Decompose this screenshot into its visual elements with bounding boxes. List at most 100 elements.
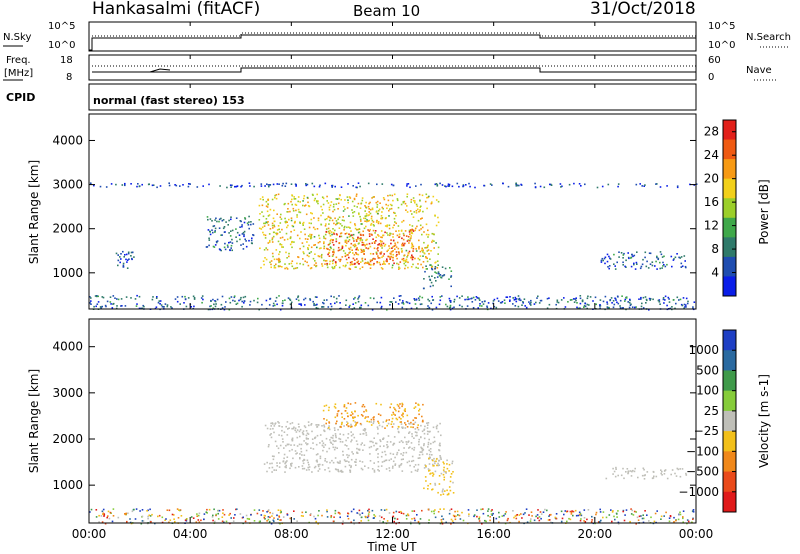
velocity-cell (572, 514, 574, 517)
velocity-cell (362, 429, 365, 431)
power-cell (316, 228, 319, 230)
velocity-cell (446, 459, 448, 462)
velocity-cell (580, 518, 582, 520)
velocity-cell (317, 523, 319, 525)
power-cell (680, 266, 683, 268)
power-cell (401, 251, 403, 253)
velocity-cell (351, 425, 353, 428)
velocity-cell (408, 447, 410, 449)
power-cell (375, 240, 377, 242)
velocity-cell (586, 518, 588, 521)
power-cell (290, 262, 293, 265)
power-cell (421, 226, 424, 229)
velocity-cell (217, 518, 220, 520)
power-cell (212, 231, 214, 234)
velocity-cell (687, 520, 690, 523)
velocity-cell (423, 444, 425, 447)
power-cell (359, 215, 361, 218)
velocity-cell (296, 520, 298, 522)
power-cell (313, 302, 315, 305)
velocity-cell (401, 470, 404, 472)
power-cell (357, 228, 359, 231)
power-cell (271, 238, 274, 241)
velocity-cell (437, 430, 440, 433)
power-cell (291, 194, 293, 196)
velocity-cell (424, 425, 426, 428)
power-cell (428, 195, 430, 198)
power-cell (259, 198, 262, 200)
power-cell (231, 184, 233, 187)
velocity-cell (373, 462, 375, 464)
power-cell (628, 257, 630, 260)
power-cell (395, 246, 398, 248)
velocity-cell (605, 477, 608, 480)
power-cell (354, 223, 356, 225)
power-cell (268, 241, 271, 243)
power-cell (414, 201, 416, 204)
power-cell (291, 198, 293, 201)
velocity-cell (329, 439, 331, 441)
power-cell (248, 239, 250, 242)
power-cell (431, 241, 433, 243)
power-cell (450, 285, 452, 288)
power-cell (678, 256, 680, 259)
power-cell (419, 295, 421, 298)
velocity-cell (334, 509, 337, 512)
power-cell (357, 260, 360, 262)
power-cell (629, 299, 631, 302)
power-cell (90, 300, 92, 302)
time-tick-label: 08:00 (274, 527, 309, 541)
velocity-colorbar-tick-label: 500 (696, 363, 719, 377)
power-cell (120, 253, 122, 255)
power-cell (371, 208, 374, 211)
power-cell (587, 295, 589, 298)
power-cell (576, 306, 578, 309)
velocity-cell (482, 508, 484, 510)
power-cell (663, 255, 665, 258)
velocity-cell (211, 516, 214, 518)
power-cell (435, 272, 438, 274)
velocity-cell (377, 420, 379, 423)
velocity-cell (430, 510, 433, 513)
velocity-cell (379, 440, 382, 443)
power-cell (348, 233, 350, 235)
velocity-cell (425, 466, 427, 468)
power-cell (275, 232, 277, 235)
power-cell (432, 299, 435, 301)
power-cell (171, 307, 173, 309)
power-cell (382, 242, 385, 245)
power-cell (392, 246, 394, 248)
velocity-cell (438, 483, 441, 485)
velocity-cell (308, 468, 310, 471)
power-cell (260, 228, 263, 230)
power-cell (479, 305, 481, 307)
beam-label: Beam 10 (353, 2, 420, 20)
velocity-cell (328, 425, 330, 427)
power-cell (328, 232, 331, 234)
power-cell (207, 229, 210, 231)
velocity-cell (103, 515, 105, 517)
power-cell (563, 297, 565, 299)
power-cell (523, 298, 526, 300)
velocity-cell (627, 470, 630, 472)
velocity-cell (440, 521, 443, 523)
velocity-cell (385, 459, 388, 461)
velocity-cell (445, 472, 447, 474)
power-cell (606, 303, 609, 305)
velocity-cell (661, 470, 663, 473)
power-cell (201, 301, 203, 304)
power-cell (286, 221, 288, 223)
power-cell (651, 264, 654, 267)
velocity-cell (322, 449, 324, 452)
velocity-cell (485, 520, 487, 523)
velocity-cell (343, 459, 346, 461)
power-cell (243, 230, 246, 233)
power-cell (377, 221, 380, 223)
power-cell (112, 295, 115, 297)
power-cell (248, 221, 250, 223)
velocity-cell (595, 513, 597, 516)
velocity-cell (434, 509, 436, 511)
velocity-cell (292, 457, 294, 460)
power-cell (263, 222, 265, 225)
